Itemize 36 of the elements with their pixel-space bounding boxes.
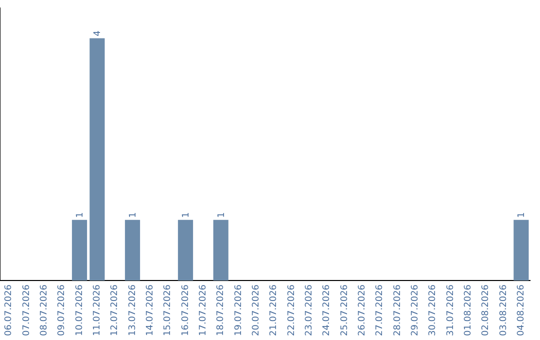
x-tick-label: 03.08.2026: [498, 284, 509, 336]
x-tick-label: 08.07.2026: [40, 284, 50, 336]
x-tick-label: 30.07.2026: [428, 284, 438, 336]
data-label: 1: [76, 212, 86, 218]
data-label: 4: [93, 30, 104, 36]
x-tick-label: 10.07.2026: [74, 284, 85, 336]
x-tick-label: 19.07.2026: [234, 284, 244, 336]
x-tick-label: 18.07.2026: [216, 284, 226, 336]
x-tick-label: 22.07.2026: [286, 284, 297, 336]
data-label: 1: [216, 212, 227, 218]
x-tick-label: 25.07.2026: [340, 284, 350, 336]
x-tick-label: 28.07.2026: [392, 284, 403, 336]
x-tick-label: 17.07.2026: [198, 284, 209, 336]
x-tick-label: 06.07.2026: [4, 284, 14, 336]
x-tick-label: 26.07.2026: [358, 284, 368, 336]
x-tick-label: 27.07.2026: [375, 284, 386, 336]
data-label: 1: [517, 212, 528, 218]
x-tick-label: 02.08.2026: [481, 284, 492, 336]
x-tick-label: 29.07.2026: [410, 284, 421, 336]
x-tick-label: 13.07.2026: [128, 284, 138, 336]
x-tick-label: 16.07.2026: [180, 284, 191, 336]
x-tick-label: 11.07.2026: [92, 284, 103, 336]
x-tick-label: 20.07.2026: [252, 284, 262, 336]
x-tick-label: 01.08.2026: [464, 284, 474, 336]
x-tick-label: 14.07.2026: [146, 284, 156, 336]
x-tick-label: 15.07.2026: [163, 284, 174, 336]
data-label: 1: [128, 212, 138, 218]
x-tick-label: 12.07.2026: [110, 284, 120, 336]
x-tick-label: 21.07.2026: [269, 284, 280, 336]
x-tick-label: 09.07.2026: [57, 284, 68, 336]
x-tick-label: 24.07.2026: [322, 284, 332, 336]
x-tick-label: 04.08.2026: [516, 284, 527, 336]
x-tick-label: 31.07.2026: [446, 284, 456, 336]
x-tick-label: 23.07.2026: [304, 284, 315, 336]
data-label: 1: [182, 212, 192, 218]
x-tick-label: 07.07.2026: [22, 284, 32, 336]
